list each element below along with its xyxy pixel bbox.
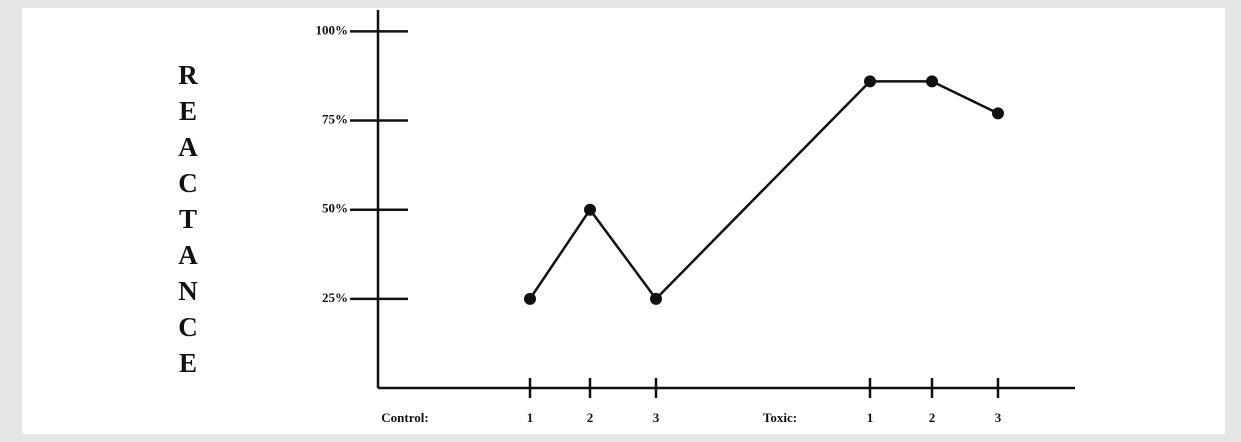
data-point — [864, 75, 876, 88]
x-tick-label: 2 — [587, 410, 594, 425]
data-line — [528, 80, 999, 301]
x-tick-label: 1 — [527, 410, 534, 425]
panel — [22, 8, 1225, 434]
data-point — [584, 203, 596, 216]
y-tick-label: 50% — [322, 201, 348, 216]
y-tick-label: 25% — [322, 290, 348, 305]
x-tick-label: 3 — [995, 410, 1002, 425]
y-tick-label: 100% — [316, 22, 349, 37]
y-tick-label: 75% — [322, 112, 348, 127]
group-label: Toxic: — [763, 410, 797, 425]
y-axis-label: REACTANCE — [173, 60, 203, 384]
x-tick-label: 3 — [653, 410, 660, 425]
group-label: Control: — [381, 410, 428, 425]
data-point — [926, 75, 938, 88]
data-point — [650, 292, 662, 305]
x-tick-label: 1 — [867, 410, 874, 425]
data-point — [992, 107, 1004, 120]
data-point — [524, 292, 536, 305]
x-tick-label: 2 — [929, 410, 936, 425]
